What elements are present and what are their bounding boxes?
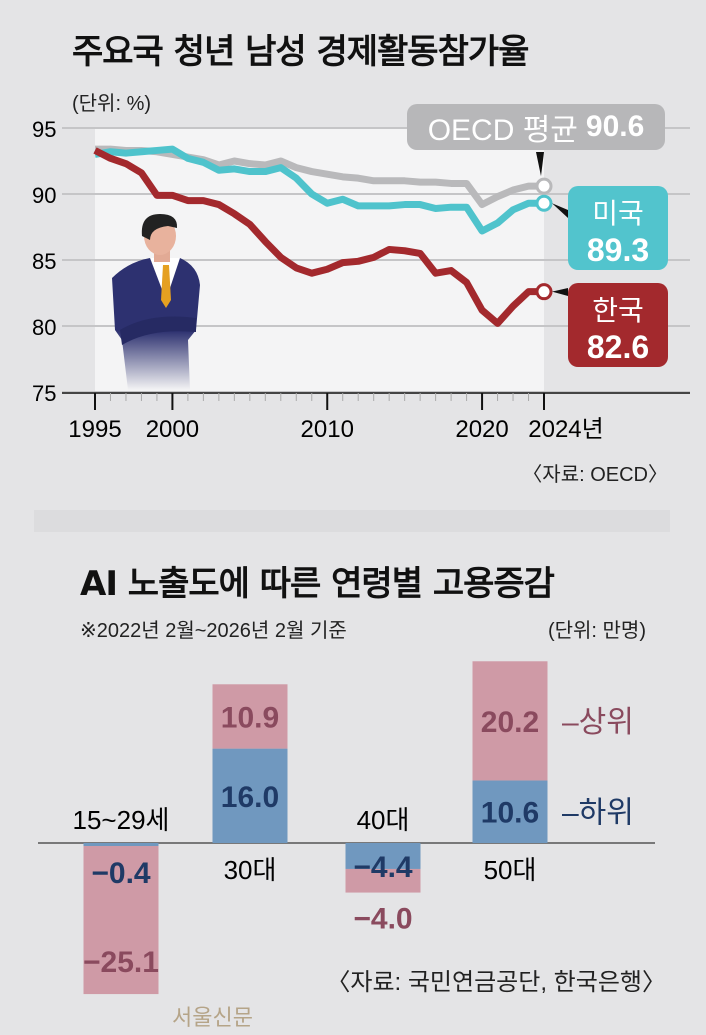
bar-label-lower: 10.6	[481, 797, 539, 830]
category-label: 30대	[224, 855, 277, 885]
series-line-us	[94, 145, 544, 235]
series-line-korea	[93, 147, 544, 327]
x-tick-label: 2024년	[528, 416, 603, 443]
x-tick-label: 2010	[301, 416, 354, 443]
section-divider	[34, 510, 670, 532]
x-tick-label: 2020	[455, 416, 508, 443]
bar-label-upper: 20.2	[481, 706, 539, 739]
y-tick-label: 90	[32, 183, 56, 208]
legend-lower: –하위	[562, 797, 634, 830]
x-tick-label: 2000	[146, 416, 199, 443]
y-tick-label: 95	[32, 117, 56, 142]
bar-lower-exposure	[345, 843, 421, 869]
legend-upper: –상위	[562, 706, 634, 739]
y-tick-label: 75	[32, 381, 56, 406]
oecd-label: OECD 평균 90.6	[407, 104, 665, 150]
series-line-oecd	[95, 145, 544, 209]
category-label: 50대	[484, 855, 537, 885]
bar-upper-exposure	[345, 868, 421, 893]
korea-pointer	[552, 288, 568, 296]
bar-lower-exposure	[472, 780, 548, 843]
oecd-pointer	[536, 152, 544, 177]
bottom-chart-title: AI 노출도에 따른 연령별 고용증감	[80, 564, 555, 604]
top-chart-title: 주요국 청년 남성 경제활동참가율	[72, 32, 529, 72]
bar-label-lower: 16.0	[221, 781, 279, 814]
bottom-chart-unit: (단위: 만명)	[547, 620, 646, 642]
bar-lower-exposure	[212, 748, 288, 843]
us-label-name: 미국	[592, 198, 644, 229]
korea-label-name: 한국	[592, 295, 644, 326]
end-point-marker	[535, 283, 553, 301]
bar-label-lower: −0.4	[91, 857, 151, 890]
bar-upper-exposure	[212, 684, 288, 749]
us-pointer	[552, 203, 568, 218]
us-label: 미국 89.3	[568, 186, 668, 270]
x-tick-label: 1995	[68, 416, 121, 443]
end-point-marker	[535, 177, 553, 195]
watermark: 서울신문	[172, 1005, 253, 1030]
korea-label-value: 82.6	[586, 329, 650, 365]
oecd-label-value: 90.6	[585, 110, 645, 143]
bar-label-upper: −4.0	[353, 903, 412, 936]
y-tick-label: 85	[32, 249, 56, 274]
top-chart-source: 〈자료: OECD〉	[522, 464, 668, 486]
bottom-chart-source: 〈자료: 국민연금공단, 한국은행〉	[326, 969, 666, 996]
bar-label-upper: −25.1	[83, 946, 159, 979]
category-label: 40대	[357, 805, 410, 835]
end-point-marker	[535, 194, 553, 212]
bar-chart: −0.4 −25.1 15~29세 16.0 10.9 30대 −4.4 −4.0 40대 10.…	[38, 661, 655, 995]
bottom-chart-note: ※2022년 2월~2026년 2월 기준	[80, 620, 347, 642]
bar-upper-exposure	[83, 846, 159, 995]
y-tick-label: 80	[32, 315, 56, 340]
top-chart-unit: (단위: %)	[72, 93, 152, 115]
korea-label: 한국 82.6	[568, 283, 668, 367]
category-label: 15~29세	[73, 805, 170, 835]
bar-lower-exposure	[83, 843, 159, 846]
bar-upper-exposure	[472, 661, 548, 781]
bar-label-lower: −4.4	[353, 851, 413, 884]
businessman-illustration	[112, 214, 200, 390]
us-label-value: 89.3	[586, 232, 650, 268]
oecd-label-name: OECD 평균	[427, 114, 578, 147]
bar-label-upper: 10.9	[221, 701, 279, 734]
